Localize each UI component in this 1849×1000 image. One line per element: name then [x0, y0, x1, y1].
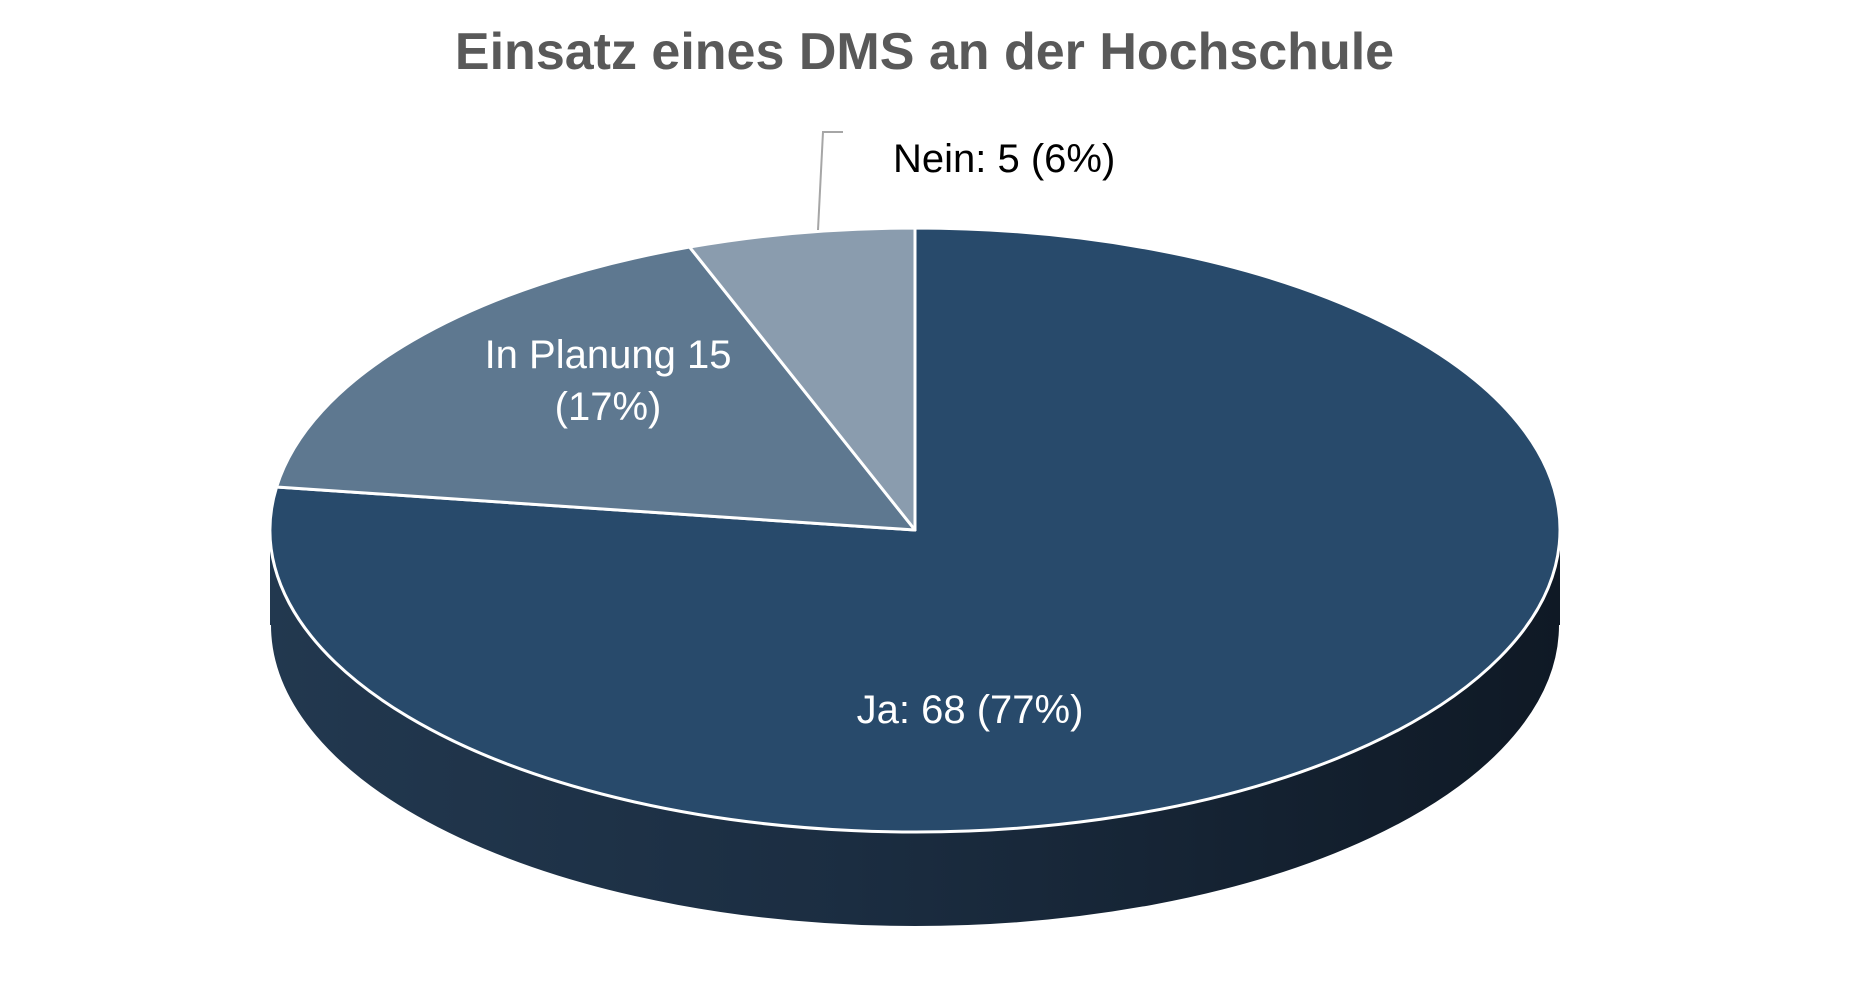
slice-label-ja: Ja: 68 (77%): [857, 688, 1084, 732]
pie-side-wall: [269, 530, 1561, 928]
slice-label-line: In Planung 15: [485, 333, 732, 377]
pie-side-face: [270, 530, 1560, 927]
pie-side-bottom-edge: [269, 624, 1561, 928]
pie-slice-nein: [688, 226, 917, 532]
pie-slices: [268, 226, 1562, 834]
chart-title: Einsatz eines DMS an der Hochschule: [454, 23, 1395, 81]
slice-label-in-planung: In Planung 15 (17%): [485, 333, 732, 429]
leader-line-nein: [817, 131, 843, 231]
pie-labels: Ja: 68 (77%) In Planung 15 (17%) Nein: 5 (6…: [485, 137, 1116, 732]
pie-leaders: [817, 131, 843, 231]
pie-slice-in-planung: [275, 245, 917, 532]
slice-label-nein: Nein: 5 (6%): [893, 137, 1115, 181]
slice-label-line: (17%): [555, 385, 662, 429]
